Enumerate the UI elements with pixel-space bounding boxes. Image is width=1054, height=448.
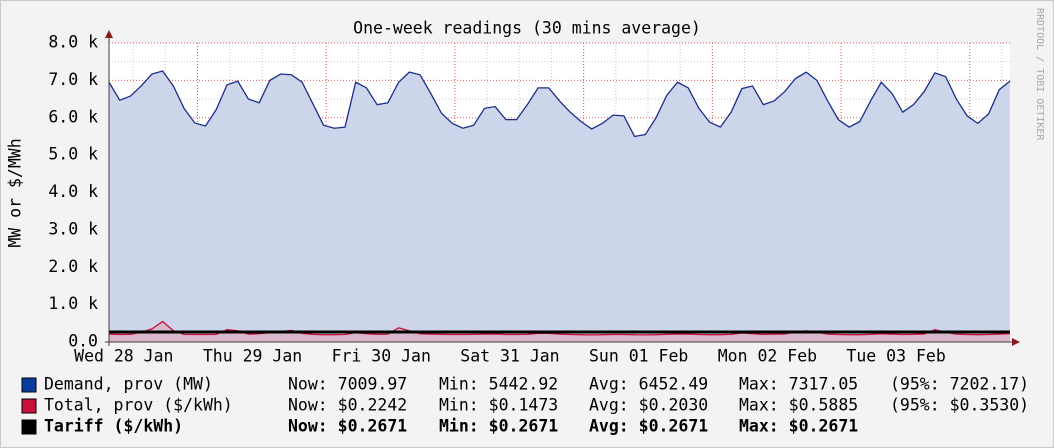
- legend-stat: Min: $0.1473: [439, 396, 558, 415]
- y-tick-label: 4.0 k: [48, 182, 98, 201]
- legend-stat: Avg: $0.2671: [589, 417, 708, 436]
- area-line: [108, 70, 1011, 138]
- x-tick-label: Mon 02 Feb: [718, 347, 817, 366]
- y-tick-label: 5.0 k: [48, 145, 98, 164]
- legend-label: Demand, prov (MW): [44, 375, 213, 394]
- legend-stat: Now: 7009.97: [288, 375, 407, 394]
- area-fill: [109, 321, 1010, 342]
- y-axis-arrow: [105, 30, 113, 38]
- x-tick-label: Sun 01 Feb: [589, 347, 688, 366]
- y-tick-label: 0.0: [68, 332, 98, 351]
- legend-swatch: [21, 377, 37, 393]
- legend-stat: Avg: $0.2030: [589, 396, 708, 415]
- legend-swatch: [21, 419, 37, 435]
- y-tick-label: 2.0 k: [48, 257, 98, 276]
- legend-stat: (95%: $0.3530): [890, 396, 1029, 415]
- y-tick-label: 6.0 k: [48, 107, 98, 126]
- y-tick-label: 8.0 k: [48, 33, 98, 52]
- chart-title: One-week readings (30 mins average): [353, 19, 701, 38]
- area-fill: [109, 71, 1010, 342]
- y-tick-label: 7.0 k: [48, 70, 98, 89]
- legend-stat: Now: $0.2671: [288, 417, 407, 436]
- legend-label: Tariff ($/kWh): [44, 417, 183, 436]
- y-axis-label: MW or $/MWh: [6, 138, 25, 247]
- area-line: [108, 320, 1011, 336]
- legend-stat: Max: $0.2671: [739, 417, 858, 436]
- marks: [108, 70, 1011, 342]
- legend-swatch: [21, 398, 37, 414]
- x-tick-label: Fri 30 Jan: [332, 347, 431, 366]
- y-tick-label: 3.0 k: [48, 219, 98, 238]
- x-axis-arrow: [1012, 338, 1020, 346]
- legend-stat: Max: $0.5885: [739, 396, 858, 415]
- watermark: RRDTOOL / TOBI OETIKER: [1034, 8, 1045, 141]
- legend: Demand, prov (MW) Now: 7009.97 Min: 5442.9…: [21, 375, 1029, 436]
- y-tick-label: 1.0 k: [48, 294, 98, 313]
- legend-stat: Min: $0.2671: [439, 417, 558, 436]
- axes: [105, 30, 1020, 346]
- x-tick-label: Wed 28 Jan: [74, 347, 173, 366]
- x-tick-label: Thu 29 Jan: [203, 347, 302, 366]
- labels: 0.0 1.0 k 2.0 k 3.0 k 4.0 k 5.0 k 6.0 k 7.0 k 8.…: [48, 33, 945, 366]
- legend-stat: Max: 7317.05: [739, 375, 858, 394]
- legend-stat: Min: 5442.92: [439, 375, 558, 394]
- legend-stat: Avg: 6452.49: [589, 375, 708, 394]
- x-tick-label: Tue 03 Feb: [846, 347, 945, 366]
- x-tick-label: Sat 31 Jan: [460, 347, 559, 366]
- legend-label: Total, prov ($/kWh): [44, 396, 233, 415]
- legend-stat: Now: $0.2242: [288, 396, 407, 415]
- legend-stat: (95%: 7202.17): [890, 375, 1029, 394]
